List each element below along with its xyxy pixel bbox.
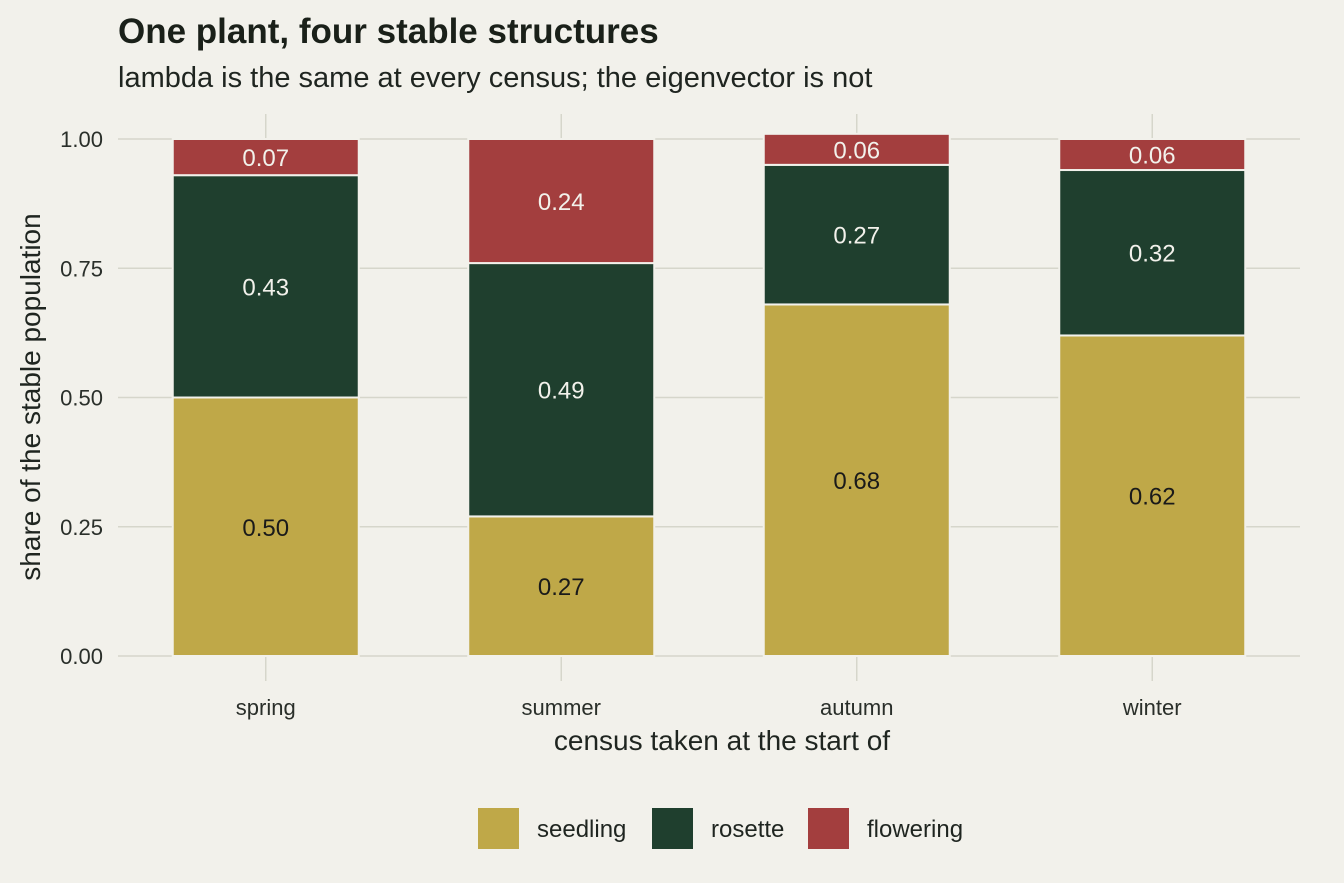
bar-value-label: 0.68 <box>833 468 880 495</box>
bar-seedling <box>1058 334 1247 657</box>
bar-value-label: 0.24 <box>538 189 585 216</box>
legend-swatch-rosette <box>652 808 693 849</box>
y-axis-title: share of the stable population <box>15 213 46 580</box>
y-tick-label: 0.75 <box>60 256 103 281</box>
bar-rosette <box>762 163 951 306</box>
x-tick-label: summer <box>522 695 601 720</box>
y-tick-label: 0.50 <box>60 386 103 411</box>
bar-value-label: 0.49 <box>538 378 585 405</box>
chart-title: One plant, four stable structures <box>118 12 659 51</box>
bar-flowering <box>467 138 656 265</box>
x-axis-title: census taken at the start of <box>554 725 890 756</box>
x-tick-label: autumn <box>820 695 893 720</box>
bar-flowering <box>1058 138 1247 172</box>
legend-label-rosette: rosette <box>711 816 784 843</box>
legend-swatch-flowering <box>808 808 849 849</box>
x-tick-label: winter <box>1122 695 1182 720</box>
bar-seedling <box>467 515 656 657</box>
bar-layer <box>171 132 1247 657</box>
y-tick-label: 0.00 <box>60 644 103 669</box>
bar-seedling <box>171 396 360 657</box>
bar-value-label: 0.50 <box>242 515 289 542</box>
bar-label-layer: 0.50 0.43 0.07 0.27 0.49 0.24 0.68 0.27 0.06 0.62… <box>242 137 1175 601</box>
bar-rosette <box>171 174 360 399</box>
bar-value-label: 0.62 <box>1129 484 1176 511</box>
bar-value-label: 0.06 <box>833 137 880 164</box>
x-tick-label: spring <box>236 695 296 720</box>
bar-value-label: 0.07 <box>242 145 289 172</box>
axis-layer: census taken at the start of share of th… <box>15 127 1182 756</box>
legend: seedling rosette flowering <box>478 808 963 849</box>
chart-subtitle: lambda is the same at every census; the … <box>118 62 873 94</box>
bar-value-label: 0.27 <box>538 574 585 601</box>
bar-rosette <box>467 262 656 518</box>
bar-flowering <box>171 138 360 177</box>
bar-rosette <box>1058 169 1247 337</box>
bar-value-label: 0.43 <box>242 274 289 301</box>
bar-value-label: 0.06 <box>1129 143 1176 170</box>
bar-flowering <box>762 132 951 166</box>
y-tick-label: 1.00 <box>60 127 103 152</box>
bar-value-label: 0.27 <box>833 223 880 250</box>
y-tick-label: 0.25 <box>60 515 103 540</box>
legend-label-flowering: flowering <box>867 816 963 843</box>
legend-label-seedling: seedling <box>537 816 626 843</box>
bar-value-label: 0.32 <box>1129 241 1176 268</box>
legend-swatch-seedling <box>478 808 519 849</box>
